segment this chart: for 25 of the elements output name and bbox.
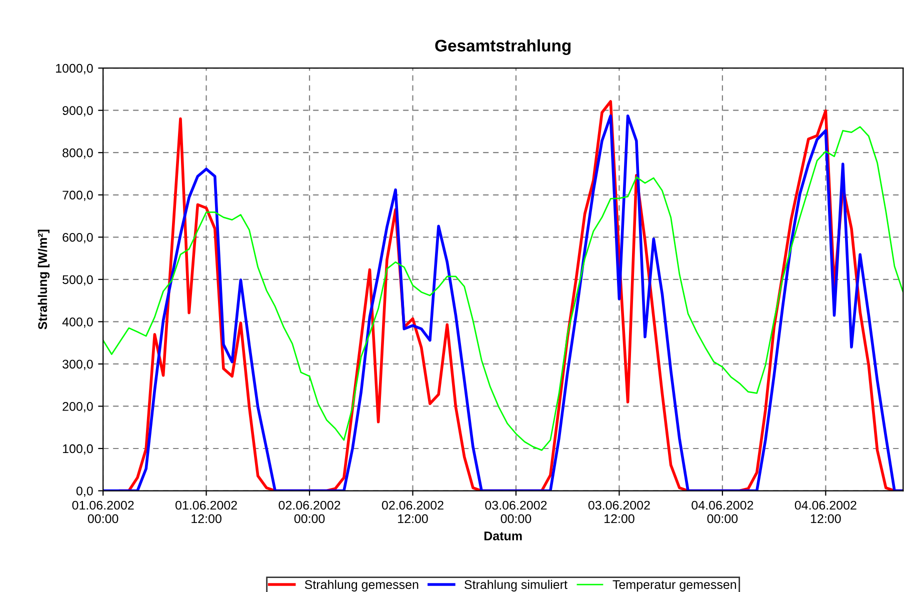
- x-tick-label: 02.06.2002 00:00: [278, 500, 340, 524]
- x-tick-label: 04.06.2002 00:00: [692, 500, 754, 524]
- x-tick-label: 02.06.2002 12:00: [382, 500, 444, 524]
- y-tick-label: 200,0: [62, 402, 93, 412]
- x-axis-title: Datum: [484, 532, 522, 540]
- legend-label: Temperatur gemessen: [612, 580, 736, 592]
- y-tick-label: 1000,0: [56, 64, 93, 74]
- legend-label: Strahlung simuliert: [464, 580, 568, 592]
- legend-label: Strahlung gemessen: [304, 580, 418, 592]
- y-tick-label: 700,0: [62, 190, 93, 202]
- x-tick-label: 03.06.2002 12:00: [588, 500, 650, 524]
- y-tick-label: 600,0: [62, 232, 93, 244]
- chart-title: Gesamtstrahlung: [435, 39, 570, 55]
- y-tick-label: 0,0: [76, 486, 93, 497]
- x-tick-label: 01.06.2002 12:00: [176, 500, 237, 524]
- y-tick-label: 100,0: [63, 444, 93, 455]
- x-tick-label: 04.06.2002 12:00: [794, 500, 856, 524]
- y-tick-label: 800,0: [62, 148, 93, 159]
- y-tick-label: 300,0: [62, 360, 93, 370]
- y-tick-label: 500,0: [62, 275, 93, 286]
- y-tick-label: 900,0: [62, 106, 93, 116]
- x-tick-label: 01.06.2002 00:00: [72, 500, 134, 524]
- x-tick-label: 03.06.2002 00:00: [485, 500, 547, 524]
- y-axis-title: Strahlung [W/m²]: [38, 230, 50, 330]
- y-tick-label: 400,0: [62, 317, 93, 328]
